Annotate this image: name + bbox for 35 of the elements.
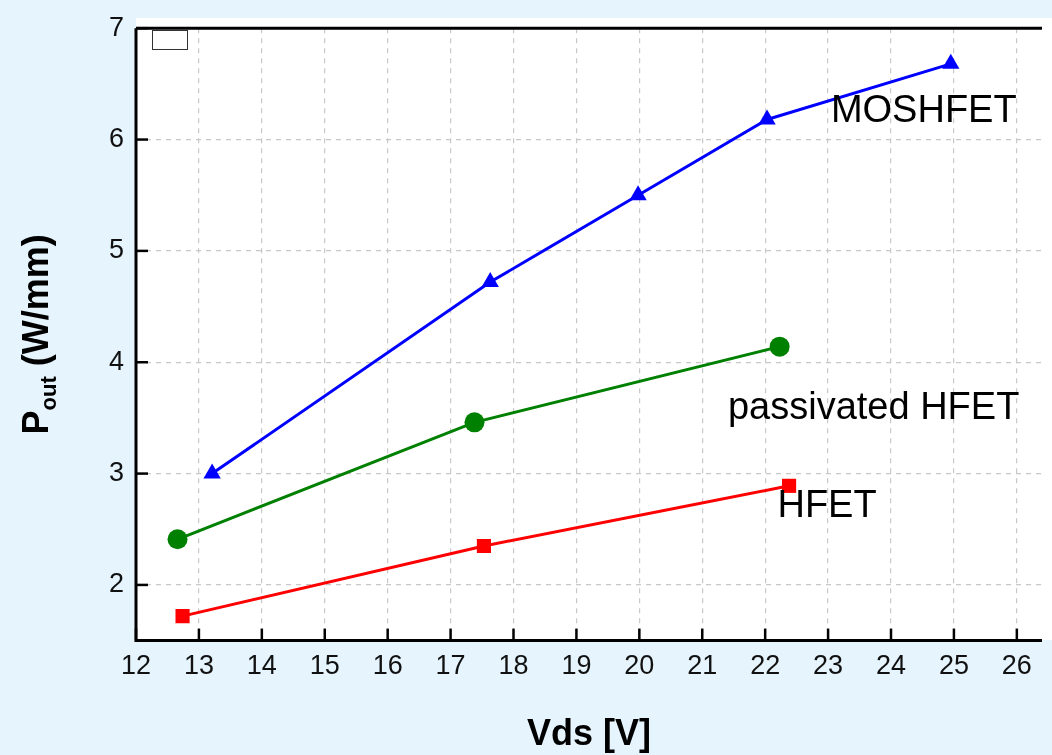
x-tick-label: 23 — [813, 650, 844, 681]
x-tick-label: 15 — [309, 650, 340, 681]
point — [167, 529, 188, 550]
y-tick-label: 7 — [108, 11, 124, 42]
y-tick-label: 5 — [108, 234, 124, 265]
point — [758, 109, 776, 125]
point — [464, 412, 485, 433]
x-tick-label: 12 — [120, 650, 152, 681]
point — [476, 538, 491, 554]
y-tick-label: 4 — [108, 345, 124, 376]
x-tick-label: 14 — [246, 650, 277, 681]
x-tick-label: 21 — [687, 650, 718, 681]
x-tick-label: 17 — [435, 650, 466, 681]
x-tick-label: 26 — [1001, 650, 1032, 681]
point — [481, 272, 499, 288]
x-tick-label: 22 — [750, 650, 781, 681]
x-tick-label: 16 — [372, 650, 403, 681]
point — [629, 185, 647, 201]
y-axis-title: Pout (W/mm) — [14, 234, 62, 435]
point — [942, 53, 960, 69]
x-tick-label: 13 — [183, 650, 214, 681]
point — [175, 609, 190, 624]
y-tick-label: 3 — [108, 457, 124, 488]
x-tick-label: 24 — [875, 650, 907, 681]
point — [769, 336, 790, 357]
y-tick-label: 2 — [108, 568, 124, 599]
x-tick-label: 25 — [938, 650, 969, 681]
x-axis-title: Vds [V] — [526, 711, 652, 753]
series-label: passivated HFET — [727, 385, 1020, 428]
x-tick-label: 19 — [561, 650, 592, 681]
series-label: HFET — [777, 483, 877, 526]
x-tick-label: 18 — [498, 650, 529, 681]
y-tick-label: 6 — [108, 123, 124, 153]
series-label: MOSHFET — [830, 88, 1017, 131]
x-tick-label: 20 — [624, 650, 655, 681]
